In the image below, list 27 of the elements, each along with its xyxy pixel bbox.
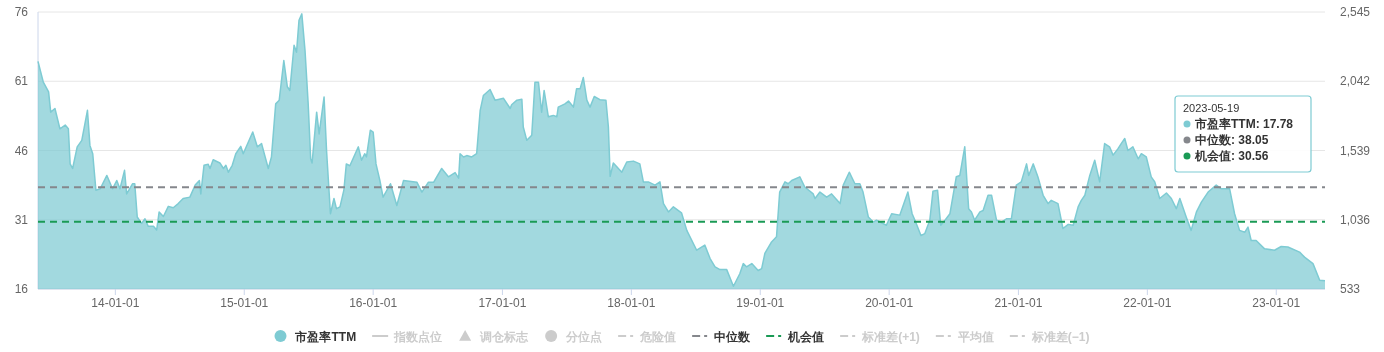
y2-tick-label: 1,036 xyxy=(1340,212,1371,227)
x-tick-label: 21-01-01 xyxy=(994,296,1043,310)
y-tick-label: 61 xyxy=(14,74,29,89)
y-tick-label: 46 xyxy=(14,143,29,158)
x-tick-label: 19-01-01 xyxy=(736,296,785,310)
annotation: 中位数: 38.05 xyxy=(1195,133,1269,147)
x-tick-label: 20-01-01 xyxy=(865,296,914,310)
annotation: 市盈率TTM: 17.78 xyxy=(1194,117,1294,131)
x-tick-label: 22-01-01 xyxy=(1123,296,1172,310)
annotation: 2023-05-19 xyxy=(1183,102,1240,114)
y2-tick-label: 2,545 xyxy=(1340,5,1371,19)
y-tick-label: 31 xyxy=(14,212,29,227)
x-tick-label: 16-01-01 xyxy=(349,296,398,310)
x-tick-label: 14-01-01 xyxy=(91,296,140,310)
x-tick-label: 15-01-01 xyxy=(220,296,269,310)
legend-label: 市盈率TTM xyxy=(294,329,357,344)
y-tick-label: 16 xyxy=(14,282,29,296)
x-tick-label: 18-01-01 xyxy=(607,296,656,310)
y-tick-label: 76 xyxy=(14,5,29,19)
legend-label: 机会值 xyxy=(787,329,825,344)
legend-label: 中位数 xyxy=(714,329,752,344)
y2-tick-label: 2,042 xyxy=(1340,74,1371,89)
x-tick-label: 17-01-01 xyxy=(478,296,527,310)
x-tick-label: 23-01-01 xyxy=(1252,296,1301,310)
annotation: 机会值: 30.56 xyxy=(1194,149,1269,163)
y2-tick-label: 1,539 xyxy=(1340,143,1371,158)
y2-tick-label: 533 xyxy=(1340,282,1361,296)
